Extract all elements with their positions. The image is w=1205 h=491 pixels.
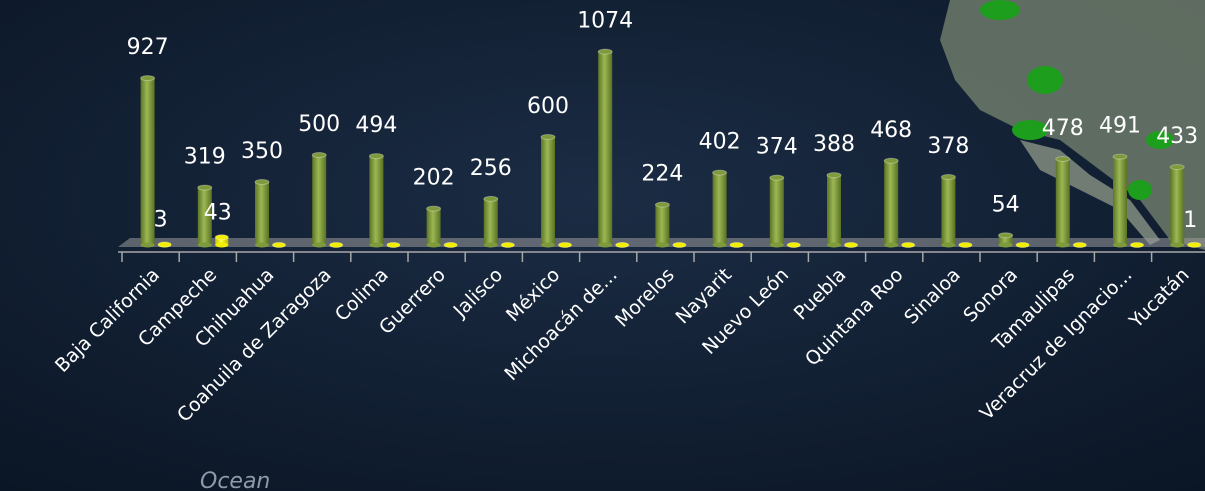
data-label: 319 [184, 145, 226, 170]
bar-cap [273, 243, 286, 248]
data-label: 478 [1042, 116, 1084, 141]
bar [770, 178, 784, 245]
chart: Ocean Baja California9273Campeche31943Ch… [0, 0, 1205, 491]
data-label: 600 [527, 94, 569, 119]
bar-cap [787, 243, 800, 248]
bar-cap [1188, 242, 1201, 247]
bar [1170, 167, 1184, 245]
data-label: 350 [241, 139, 283, 164]
bar-cap [884, 158, 898, 163]
bar-cap [1113, 154, 1127, 159]
data-label: 202 [413, 166, 455, 191]
bar-base [484, 243, 498, 248]
bar-base [198, 243, 212, 248]
bar [1056, 159, 1070, 245]
data-label: 378 [927, 134, 969, 159]
bar [541, 137, 555, 245]
data-label: 3 [154, 207, 168, 232]
data-label: 494 [355, 113, 397, 138]
bar-cap [501, 243, 514, 248]
bar [598, 52, 612, 245]
data-label: 224 [641, 162, 683, 187]
bar-base [941, 243, 955, 248]
bar [141, 78, 155, 245]
bar-cap [387, 243, 400, 248]
bar-base [141, 243, 155, 248]
bar-base [655, 243, 669, 248]
data-label: 468 [870, 118, 912, 143]
data-label: 500 [298, 112, 340, 137]
bar-cap [541, 135, 555, 140]
bar-cap [655, 202, 669, 207]
bar-cap [770, 175, 784, 180]
bar [1113, 157, 1127, 245]
bar-cap [902, 243, 915, 248]
bar [713, 173, 727, 245]
bar-cap [559, 243, 572, 248]
bar-cap [1170, 165, 1184, 170]
bar-cap [598, 49, 612, 54]
bar-cap [959, 243, 972, 248]
bar-cap [312, 153, 326, 158]
bar-base [369, 243, 383, 248]
bar-cap [730, 243, 743, 248]
bar-cap [1056, 156, 1070, 161]
bar-cap [444, 243, 457, 248]
bar [312, 155, 326, 245]
bar [369, 156, 383, 245]
bar-cap [616, 243, 629, 248]
data-label: 388 [813, 132, 855, 157]
bar-base [215, 243, 228, 248]
data-label: 491 [1099, 114, 1141, 139]
bar-base [541, 243, 555, 248]
data-label: 433 [1156, 124, 1198, 149]
bar-cap [141, 76, 155, 81]
bar-base [827, 243, 841, 248]
bar-base [1113, 243, 1127, 248]
bar-cap [198, 185, 212, 190]
data-label: 374 [756, 135, 798, 160]
bar-cap [713, 170, 727, 175]
bar-base [312, 243, 326, 248]
data-label: 43 [204, 200, 232, 225]
bar-base [1056, 243, 1070, 248]
bar [427, 209, 441, 245]
bar-base [713, 243, 727, 248]
bar-base [884, 243, 898, 248]
bar [941, 177, 955, 245]
data-label: 1 [1183, 208, 1197, 233]
bar-cap [673, 243, 686, 248]
data-label: 927 [127, 35, 169, 60]
map-label: Ocean [200, 469, 270, 491]
bar-cap [941, 174, 955, 179]
data-label: 402 [699, 130, 741, 155]
bar-cap [255, 180, 269, 185]
bar-base [427, 243, 441, 248]
bar-cap [845, 243, 858, 248]
bar-cap [484, 196, 498, 201]
bar-cap [1016, 243, 1029, 248]
bar-base [770, 243, 784, 248]
bar-cap [999, 233, 1013, 238]
bar-cap [427, 206, 441, 211]
data-label: 256 [470, 156, 512, 181]
bar-cap [1073, 243, 1086, 248]
bar-cap [330, 243, 343, 248]
bar-base [598, 243, 612, 248]
bar-cap [158, 242, 171, 247]
bar [884, 161, 898, 245]
data-label: 1074 [577, 9, 633, 34]
data-label: 54 [992, 192, 1020, 217]
bar [827, 175, 841, 245]
bar-cap [215, 235, 228, 240]
bar-base [999, 243, 1013, 248]
bar-cap [369, 154, 383, 159]
bar-cap [827, 173, 841, 178]
bar-cap [1131, 243, 1144, 248]
bar [255, 182, 269, 245]
bar-base [1170, 243, 1184, 248]
bar [655, 205, 669, 245]
bar-base [255, 243, 269, 248]
bar [484, 199, 498, 245]
